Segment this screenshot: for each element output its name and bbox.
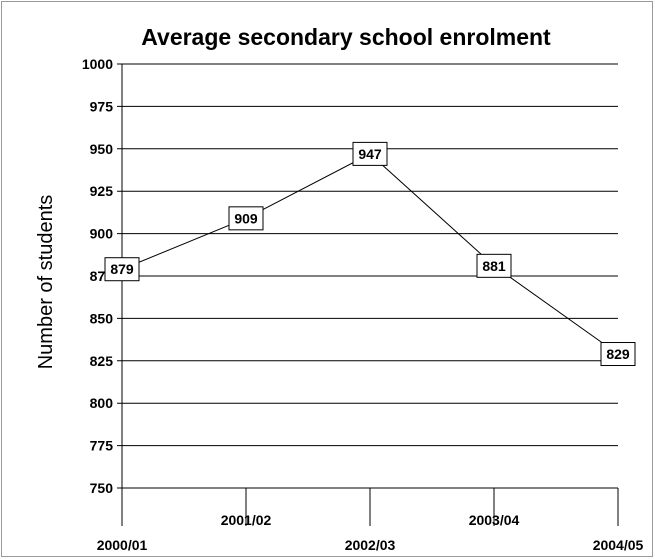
data-label: 881 [476,253,512,278]
x-tick-label: 2002/03 [345,537,396,553]
y-tick-label: 825 [90,353,114,369]
y-tick-label: 975 [90,98,114,114]
data-label: 947 [352,141,388,166]
data-label: 909 [228,206,264,231]
data-label: 879 [104,257,140,282]
y-tick-label: 1000 [82,56,113,72]
axes [121,64,619,526]
data-label-text: 909 [234,210,258,226]
data-label-box [104,257,140,282]
data-label-box [228,206,264,231]
x-tick-label: 2004/05 [593,537,644,553]
y-tick-label: 925 [90,183,114,199]
series-line [121,153,619,355]
chart-title: Average secondary school enrolment [141,24,551,50]
y-tick-label: 750 [90,480,114,496]
data-labels: 879 909 947 881 829 [104,141,636,367]
gridlines [117,63,618,489]
y-tick-label: 800 [90,395,114,411]
x-tick-label: 2000/01 [97,537,148,553]
data-label: 829 [600,342,636,367]
x-tick-labels: 2000/01 2001/02 2002/03 2003/04 2004/05 [97,512,644,553]
y-tick-label: 850 [90,310,114,326]
x-tick-label: 2001/02 [221,512,272,528]
y-tick-label: 950 [90,141,114,157]
y-tick-label: 775 [90,438,114,454]
data-label-text: 881 [482,258,506,274]
x-tick-label: 2003/04 [469,512,520,528]
data-label-text: 947 [358,146,382,162]
data-label-box [476,253,512,278]
y-axis-label: Number of students [35,195,57,370]
series-line-path [121,153,619,355]
y-tick-label: 900 [90,226,114,242]
data-label-text: 829 [606,346,630,362]
data-label-text: 879 [110,261,134,277]
data-label-box [352,141,388,166]
data-label-box [600,342,636,367]
